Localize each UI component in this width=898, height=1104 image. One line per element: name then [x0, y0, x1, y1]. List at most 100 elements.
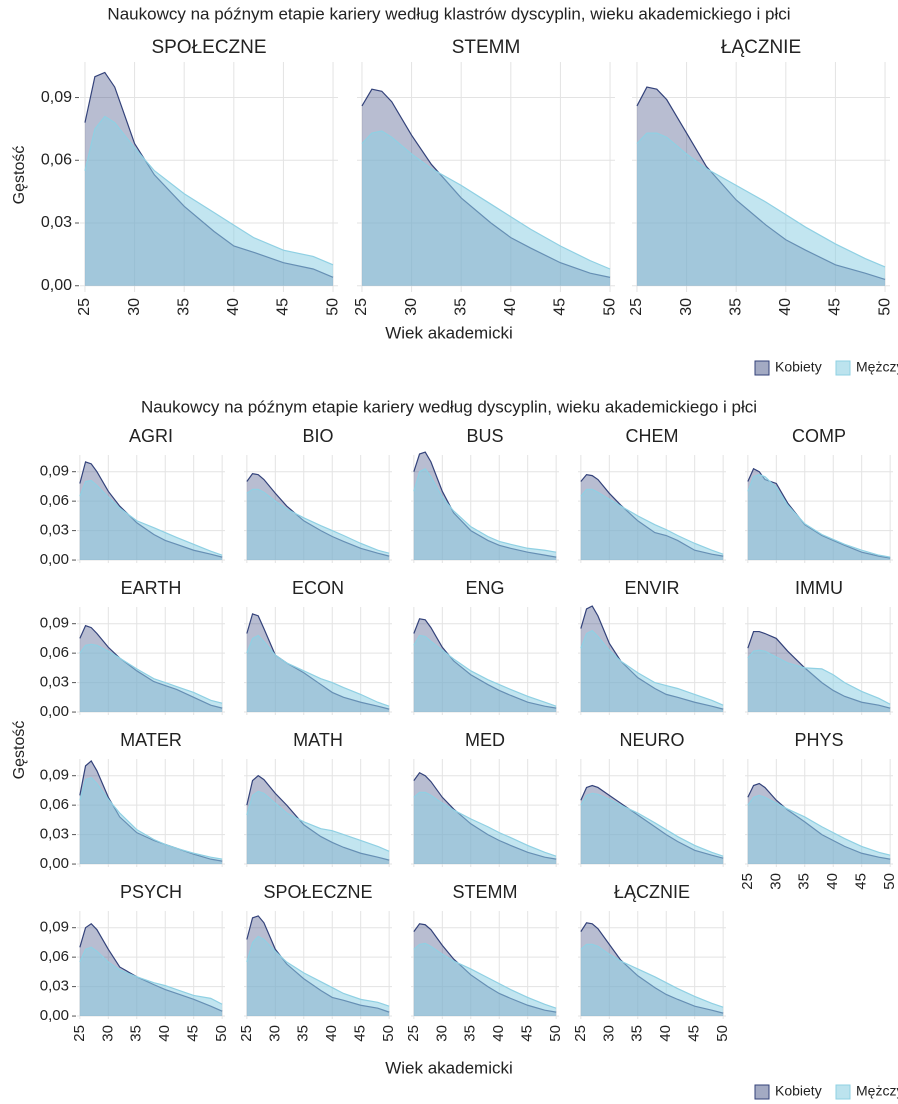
panel-title: BUS: [466, 426, 503, 446]
legend-label: Mężczyźni: [856, 359, 898, 375]
x-tick-label: 40: [777, 298, 794, 316]
y-tick-label: 0,00: [40, 855, 69, 872]
x-tick-label: 30: [600, 1025, 617, 1042]
density-line: [580, 792, 724, 857]
density-line: [413, 791, 557, 857]
x-tick-label: 35: [128, 1025, 145, 1042]
x-tick-label: 45: [552, 298, 569, 316]
density-line: [84, 115, 334, 266]
panel-title: BIO: [302, 426, 333, 446]
x-tick-label: 50: [601, 298, 618, 316]
density-line: [413, 634, 557, 707]
legend-swatch: [754, 360, 770, 376]
density-line: [580, 943, 724, 1008]
density-line: [79, 479, 223, 556]
x-tick-label: 40: [225, 298, 242, 316]
density-line: [246, 790, 390, 852]
area-fill: [84, 116, 334, 286]
x-tick-label: 30: [433, 1025, 450, 1042]
panel-title: STEMM: [453, 882, 518, 902]
density-line: [413, 467, 557, 553]
density-line: [413, 942, 557, 1009]
y-axis-label: Gęstość: [11, 721, 28, 780]
chart-title: Naukowcy na późnym etapie kariery według…: [141, 397, 757, 416]
y-tick-label: 0,00: [40, 703, 69, 720]
y-tick-label: 0,03: [40, 674, 69, 691]
legend-swatch: [835, 1084, 851, 1100]
panel-title: AGRI: [129, 426, 173, 446]
y-tick-label: 0,03: [40, 522, 69, 539]
x-tick-label: 35: [629, 1025, 646, 1042]
legend-swatch: [754, 1084, 770, 1100]
y-tick-label: 0,00: [40, 551, 69, 568]
panel-title: PSYCH: [120, 882, 182, 902]
panel-title: EARTH: [121, 578, 182, 598]
density-line: [747, 794, 891, 856]
x-tick-label: 30: [403, 298, 420, 316]
density-line: [580, 488, 724, 555]
y-tick-label: 0,09: [40, 767, 69, 784]
panel-title: ŁĄCZNIE: [614, 882, 690, 902]
x-tick-label: 25: [353, 298, 370, 316]
panel-title: ENVIR: [624, 578, 679, 598]
x-tick-label: 25: [405, 1025, 422, 1042]
x-tick-label: 25: [739, 873, 756, 890]
x-tick-label: 45: [275, 298, 292, 316]
x-tick-label: 45: [352, 1025, 369, 1042]
chart-title: Naukowcy na późnym etapie kariery według…: [107, 4, 790, 23]
x-tick-label: 25: [238, 1025, 255, 1042]
panel-title: CHEM: [626, 426, 679, 446]
x-tick-label: 45: [853, 873, 870, 890]
x-tick-label: 40: [323, 1025, 340, 1042]
x-tick-label: 45: [185, 1025, 202, 1042]
x-tick-label: 35: [175, 298, 192, 316]
x-tick-label: 50: [876, 298, 893, 316]
y-tick-label: 0,00: [41, 277, 72, 294]
y-tick-label: 0,06: [40, 796, 69, 813]
legend-label: Mężczyźni: [856, 1083, 898, 1099]
x-tick-label: 40: [824, 873, 841, 890]
density-line: [246, 488, 390, 554]
x-tick-label: 45: [827, 298, 844, 316]
x-tick-label: 30: [126, 298, 143, 316]
x-axis-label: Wiek akademicki: [385, 1058, 513, 1077]
area-fill: [413, 792, 557, 865]
area-fill: [747, 474, 891, 561]
area-fill: [79, 480, 223, 561]
panel-title: ECON: [292, 578, 344, 598]
x-tick-label: 45: [686, 1025, 703, 1042]
area-fill: [580, 489, 724, 561]
x-tick-label: 40: [657, 1025, 674, 1042]
area-fill: [413, 943, 557, 1017]
density-line: [79, 643, 223, 704]
x-tick-label: 25: [76, 298, 93, 316]
y-tick-label: 0,06: [40, 492, 69, 509]
x-tick-label: 50: [714, 1025, 731, 1042]
density-line: [246, 634, 390, 707]
x-tick-label: 30: [767, 873, 784, 890]
x-tick-label: 50: [547, 1025, 564, 1042]
y-tick-label: 0,06: [41, 151, 72, 168]
y-tick-label: 0,09: [40, 615, 69, 632]
x-tick-label: 25: [572, 1025, 589, 1042]
area-fill: [246, 635, 390, 713]
area-fill: [747, 650, 891, 713]
y-tick-label: 0,06: [40, 948, 69, 965]
area-fill: [361, 131, 611, 286]
y-tick-label: 0,03: [40, 826, 69, 843]
x-tick-label: 25: [628, 298, 645, 316]
panel-title: NEURO: [619, 730, 684, 750]
density-line: [79, 776, 223, 860]
panel-title: ENG: [465, 578, 504, 598]
area-fill: [636, 133, 886, 286]
density-line: [747, 474, 891, 558]
panel-title: MATER: [120, 730, 182, 750]
y-tick-label: 0,03: [40, 978, 69, 995]
y-tick-label: 0,09: [41, 89, 72, 106]
density-line: [636, 132, 886, 268]
y-tick-label: 0,09: [40, 919, 69, 936]
x-tick-label: 45: [519, 1025, 536, 1042]
panel-title: SPOŁECZNE: [263, 882, 372, 902]
x-tick-label: 35: [452, 298, 469, 316]
legend-label: Kobiety: [775, 359, 822, 375]
